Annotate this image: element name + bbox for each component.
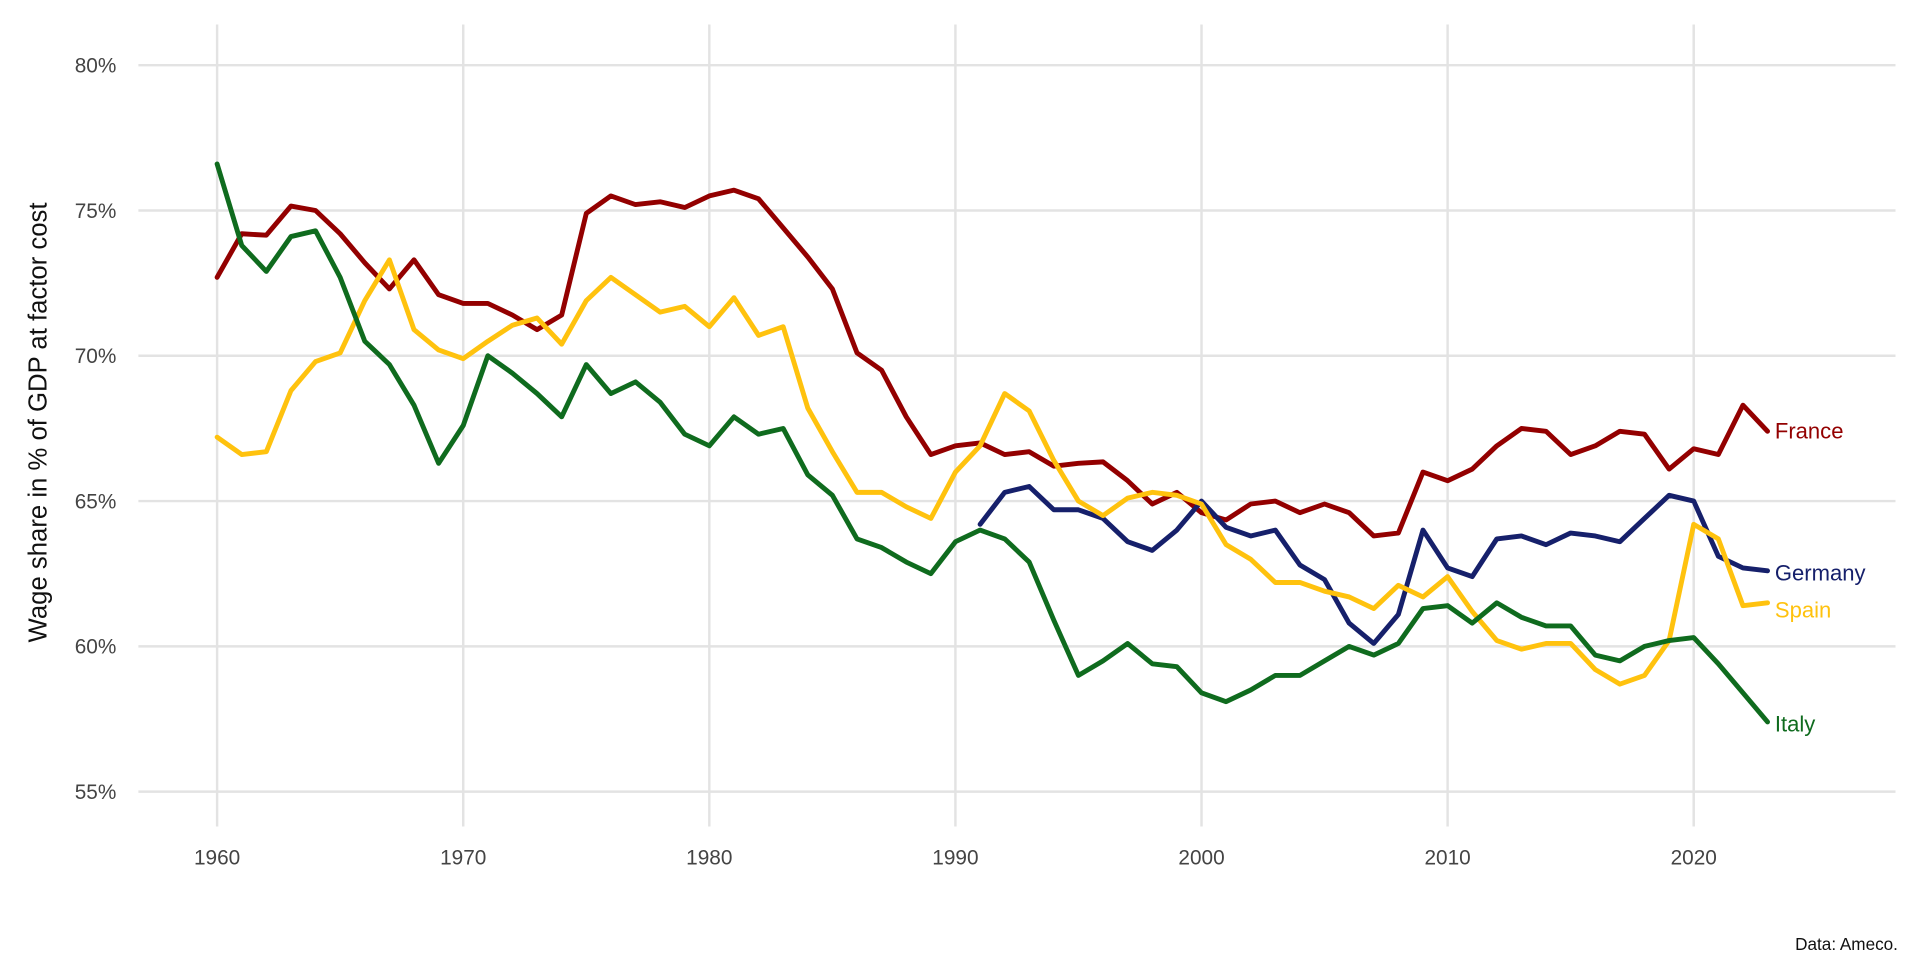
- y-tick-label: 75%: [75, 200, 117, 223]
- x-axis: 1960 1970 1980 1990 2000 2010 2020: [194, 846, 1717, 869]
- series-line-italy: [214, 161, 1770, 725]
- x-tick-label: 1990: [932, 846, 978, 869]
- x-tick-label: 1970: [440, 846, 486, 869]
- series-lines: [214, 161, 1770, 725]
- x-tick-label: 2000: [1178, 846, 1224, 869]
- series-line-spain: [214, 257, 1770, 687]
- x-tick-label: 2010: [1424, 846, 1470, 869]
- series-label-germany: Germany: [1775, 561, 1866, 586]
- y-axis-label: Wage share in % of GDP at factor cost: [25, 202, 53, 642]
- y-tick-label: 80%: [75, 55, 117, 78]
- series-label-italy: Italy: [1775, 712, 1815, 737]
- source-note: Data: Ameco.: [1795, 934, 1898, 954]
- y-tick-label: 60%: [75, 636, 117, 659]
- y-axis: 55% 60% 65% 70% 75% 80%: [75, 55, 117, 804]
- y-tick-label: 55%: [75, 781, 117, 804]
- series-label-france: France: [1775, 419, 1844, 444]
- x-tick-label: 1960: [194, 846, 240, 869]
- grid: [138, 24, 1896, 827]
- x-tick-label: 1980: [686, 846, 732, 869]
- y-tick-label: 65%: [75, 490, 117, 513]
- series-labels: France Germany Spain Italy: [1775, 419, 1866, 737]
- series-line-germany: [977, 484, 1770, 646]
- series-label-spain: Spain: [1775, 597, 1831, 622]
- series-line-france: [214, 187, 1770, 539]
- y-tick-label: 70%: [75, 345, 117, 368]
- x-tick-label: 2020: [1671, 846, 1717, 869]
